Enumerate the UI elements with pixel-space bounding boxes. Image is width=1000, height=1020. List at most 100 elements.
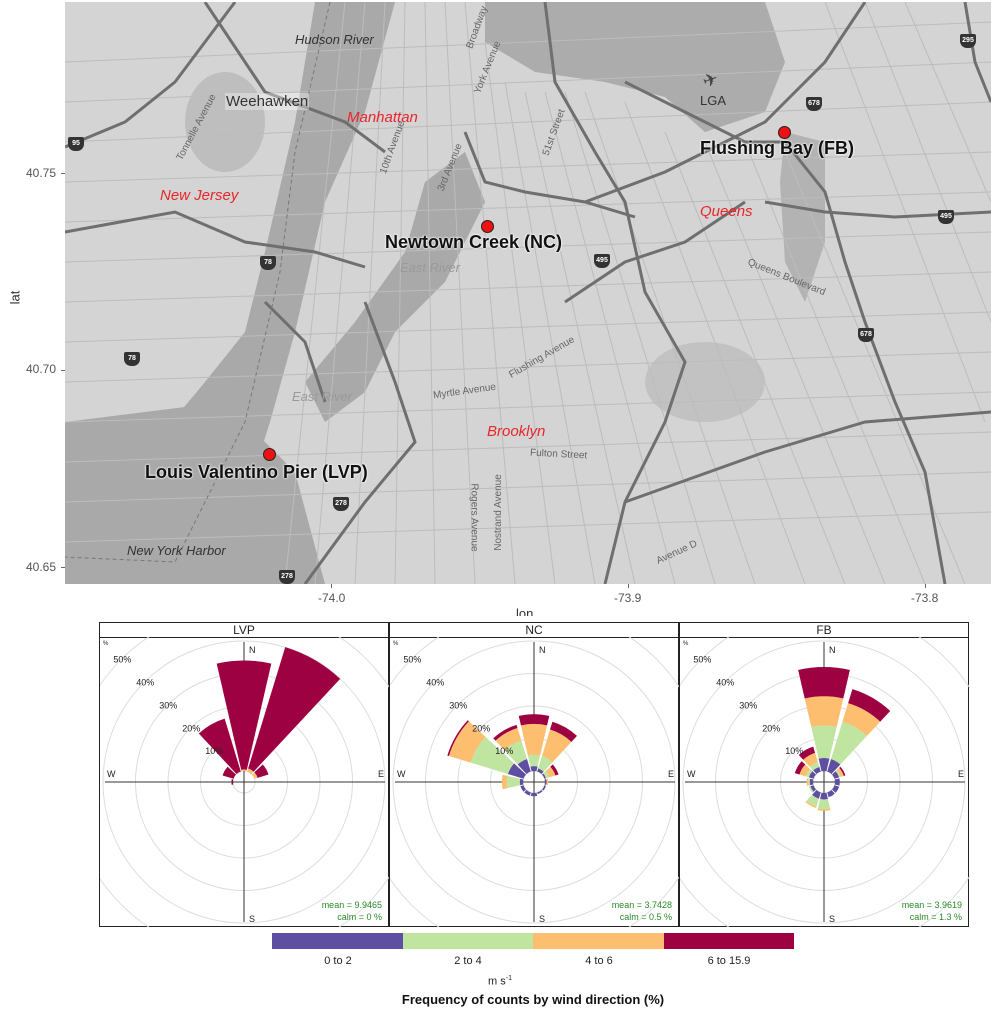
chart-caption: Frequency of counts by wind direction (%… (401, 992, 665, 1007)
svg-text:S: S (829, 914, 835, 924)
mean-stat-nc: mean = 3.7428 (611, 900, 672, 910)
map-label-weehawken: Weehawken (225, 93, 310, 110)
svg-text:N: N (829, 645, 836, 655)
y-tick-mark (61, 173, 65, 174)
svg-text:40%: 40% (426, 677, 444, 687)
svg-text:W: W (107, 769, 116, 779)
highway-shield-i678: 678 (806, 97, 822, 111)
wind-rose-fb: 10% 20% 30% 40% 50%% N E S W (680, 637, 970, 927)
site-label-nc: Newtown Creek (NC) (385, 232, 563, 252)
panel-strip-nc: NC (390, 623, 678, 638)
map-label-queens: Queens (700, 203, 753, 220)
highway-shield-i278-south: 278 (279, 570, 295, 584)
site-label-lvp: Louis Valentino Pier (LVP) (145, 462, 368, 482)
y-tick-40-65: 40.65 (26, 560, 57, 574)
map-label-east-river-south: East River (292, 389, 352, 404)
wind-rose-panels: LVP 10% 20% 30% 40% 50%% N E S W mean = 9.9465 c… (99, 622, 972, 928)
map-label-new-jersey: New Jersey (160, 187, 239, 204)
svg-text:N: N (249, 645, 256, 655)
legend-label-4-6: 4 to 6 (585, 955, 613, 967)
x-tick-minus-73-8: -73.8 (911, 591, 939, 605)
highway-shield-i278: 278 (333, 497, 349, 511)
svg-text:W: W (397, 769, 406, 779)
x-tick-minus-74-0: -74.0 (318, 591, 346, 605)
map-label-brooklyn: Brooklyn (487, 423, 546, 440)
y-tick-40-75: 40.75 (26, 166, 57, 180)
svg-text:S: S (539, 914, 545, 924)
svg-text:30%: 30% (449, 700, 467, 710)
svg-text:30%: 30% (739, 700, 757, 710)
site-marker-lvp[interactable] (263, 448, 276, 461)
svg-text:%: % (683, 641, 689, 647)
svg-text:50%: 50% (403, 654, 421, 664)
legend-label-2-4: 2 to 4 (454, 955, 482, 967)
x-tick-mark (925, 584, 926, 588)
street-label-nostrand-avenue: Nostrand Avenue (492, 474, 504, 551)
svg-text:40%: 40% (716, 677, 734, 687)
x-tick-mark (628, 584, 629, 588)
x-tick-minus-73-9: -73.9 (614, 591, 642, 605)
site-marker-nc[interactable] (481, 220, 494, 233)
panel-strip-fb: FB (680, 623, 968, 638)
legend-swatch-2-4 (402, 933, 533, 949)
svg-text:%: % (393, 641, 399, 647)
wind-rose-panel-lvp: LVP 10% 20% 30% 40% 50%% N E S W mean = 9.9465 c… (99, 622, 390, 927)
highway-shield-i495-east: 495 (938, 210, 954, 224)
basemap[interactable]: Hudson River Weehawken Manhattan New Jer… (65, 2, 991, 584)
highway-shield-i295: 295 (960, 34, 976, 48)
svg-text:50%: 50% (113, 654, 131, 664)
site-label-fb: Flushing Bay (FB) (700, 138, 854, 158)
legend-swatch-4-6 (533, 933, 664, 949)
y-tick-mark (61, 370, 65, 371)
svg-text:E: E (378, 769, 384, 779)
svg-text:E: E (668, 769, 674, 779)
legend-swatch-6-15-9 (663, 933, 794, 949)
wind-rose-nc: 10% 20% 30% 40% 50%% N E S W (390, 637, 680, 927)
calm-stat-fb: calm = 1.3 % (909, 912, 962, 922)
highway-shield-i95: 95 (68, 137, 84, 151)
svg-text:E: E (958, 769, 964, 779)
y-tick-40-70: 40.70 (26, 362, 57, 376)
calm-stat-nc: calm = 0.5 % (619, 912, 672, 922)
legend-swatch-0-2 (272, 933, 403, 949)
map-label-east-river-north: East River (400, 260, 460, 275)
svg-text:40%: 40% (136, 677, 154, 687)
map-label-hudson-river: Hudson River (295, 32, 374, 47)
map-label-manhattan: Manhattan (347, 109, 418, 126)
legend-units: m s-1 (0, 975, 1000, 988)
site-marker-fb[interactable] (778, 126, 791, 139)
panel-strip-lvp: LVP (100, 623, 388, 638)
wind-rose-panel-fb: FB 10% 20% 30% 40% 50%% N E S W mean = 3.9619 ca… (679, 622, 970, 927)
svg-text:20%: 20% (762, 723, 780, 733)
mean-stat-fb: mean = 3.9619 (901, 900, 962, 910)
map-label-new-york-harbor: New York Harbor (127, 543, 226, 558)
svg-text:N: N (539, 645, 546, 655)
svg-text:20%: 20% (472, 723, 490, 733)
x-axis-title: lon (516, 606, 534, 616)
highway-shield-i678-south: 678 (858, 328, 874, 342)
svg-text:20%: 20% (182, 723, 200, 733)
y-axis-title: lat (7, 290, 23, 305)
y-tick-mark (61, 567, 65, 568)
svg-text:%: % (103, 641, 109, 647)
wind-rose-panel-nc: NC 10% 20% 30% 40% 50%% N E S W mean = 3.7428 ca… (389, 622, 680, 927)
wind-speed-legend (272, 933, 794, 949)
x-tick-mark (331, 584, 332, 588)
basemap-roads (65, 2, 991, 584)
svg-text:S: S (249, 914, 255, 924)
units-base: m s (488, 975, 506, 988)
svg-text:30%: 30% (159, 700, 177, 710)
units-exponent: -1 (505, 975, 512, 982)
svg-text:W: W (687, 769, 696, 779)
svg-text:10%: 10% (785, 746, 803, 756)
legend-label-6-15-9: 6 to 15.9 (707, 955, 751, 967)
svg-text:10%: 10% (495, 746, 513, 756)
highway-shield-i78-west: 78 (124, 352, 140, 366)
mean-stat-lvp: mean = 9.9465 (321, 900, 382, 910)
svg-text:50%: 50% (693, 654, 711, 664)
street-label-rogers-avenue: Rogers Avenue (468, 483, 480, 552)
highway-shield-i495: 495 (594, 254, 610, 268)
legend-label-0-2: 0 to 2 (324, 955, 352, 967)
wind-rose-lvp: 10% 20% 30% 40% 50%% N E S W (100, 637, 390, 927)
svg-text:10%: 10% (205, 746, 223, 756)
